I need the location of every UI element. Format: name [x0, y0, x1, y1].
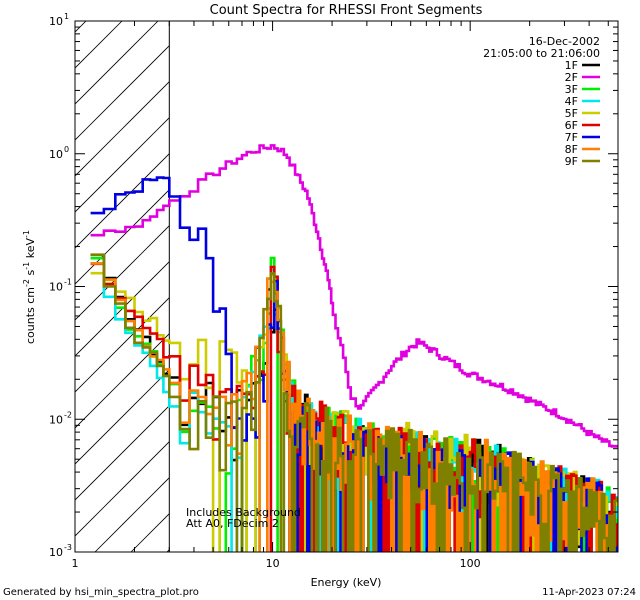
hatched-region — [0, 0, 170, 552]
y-tick-label: 10 — [49, 413, 63, 426]
hatch-line — [75, 441, 170, 537]
legend-label-4F: 4F — [565, 95, 578, 108]
x-axis-label: Energy (keV) — [311, 576, 382, 589]
hatch-line — [75, 81, 170, 177]
time-range-label: 21:05:00 to 21:06:00 — [483, 47, 600, 60]
x-tick-label: 1 — [72, 557, 79, 570]
hatch-line — [75, 21, 159, 105]
chart-title: Count Spectra for RHESSI Front Segments — [210, 3, 483, 18]
hatch-line — [75, 117, 170, 213]
y-tick-exponent: 0 — [64, 145, 69, 154]
legend-label-1F: 1F — [565, 59, 578, 72]
hatch-line — [75, 189, 170, 285]
date-label: 16-Dec-2002 — [529, 35, 600, 48]
legend-label-2F: 2F — [565, 71, 578, 84]
legend-label-6F: 6F — [565, 119, 578, 132]
y-tick-label: 10 — [49, 546, 63, 559]
series-2F-line — [90, 144, 618, 448]
y-axis-label: counts cm-2 s-1 keV-1 — [22, 230, 37, 344]
legend-label-8F: 8F — [565, 143, 578, 156]
hatch-line — [75, 405, 170, 501]
hatch-line — [75, 45, 170, 141]
y-tick-label: 10 — [49, 281, 63, 294]
hatch-line — [0, 0, 79, 552]
legend-label-9F: 9F — [565, 155, 578, 168]
attenuator-note-1: Includes Background — [186, 506, 301, 519]
hatch-line — [75, 21, 87, 33]
y-tick-exponent: -2 — [64, 410, 72, 419]
series-9F-line — [90, 253, 618, 552]
x-tick-label: 10 — [266, 557, 280, 570]
legend-label-5F: 5F — [565, 107, 578, 120]
y-tick-exponent: -1 — [64, 278, 72, 287]
hatch-line — [75, 261, 170, 357]
y-tick-label: 10 — [49, 15, 63, 28]
footer-generator: Generated by hsi_min_spectra_plot.pro — [3, 587, 199, 598]
hatch-line — [75, 369, 170, 465]
legend-label-7F: 7F — [565, 131, 578, 144]
hatch-line — [0, 0, 7, 552]
hatch-line — [75, 225, 170, 321]
legend-label-3F: 3F — [565, 83, 578, 96]
y-tick-exponent: -3 — [64, 543, 72, 552]
footer-timestamp: 11-Apr-2023 07:24 — [542, 587, 636, 598]
x-tick-label: 100 — [460, 557, 481, 570]
y-tick-label: 10 — [49, 148, 63, 161]
y-tick-exponent: 1 — [64, 12, 69, 21]
attenuator-note-2: Att A0, FDecim 2 — [186, 517, 279, 530]
